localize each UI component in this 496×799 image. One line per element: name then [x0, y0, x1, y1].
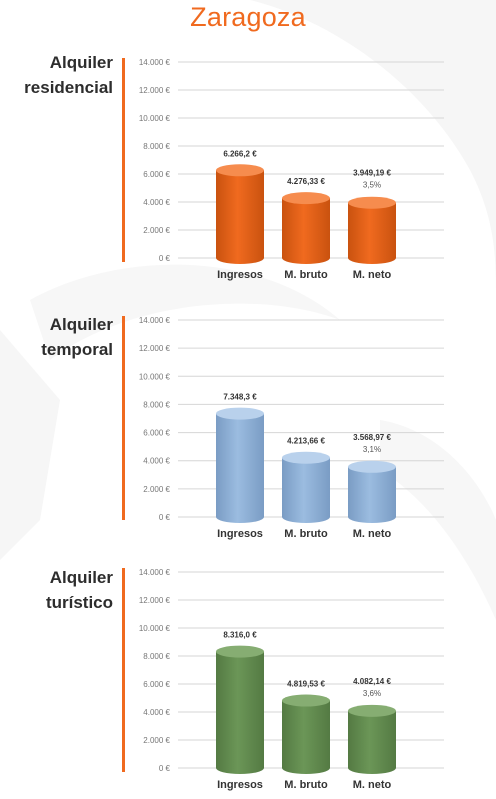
y-tick-label: 14.000 €	[139, 568, 171, 577]
x-category-label: M. bruto	[284, 528, 328, 540]
data-label: 3.949,19 €	[353, 169, 391, 178]
y-tick-label: 6.000 €	[143, 680, 170, 689]
page-title: Zaragoza	[190, 2, 306, 32]
data-label: 4.819,53 €	[287, 680, 325, 689]
percent-label: 3,6%	[363, 689, 381, 698]
bar-top	[348, 196, 396, 209]
bar-body	[348, 710, 396, 774]
bar-chart: 0 € 2.000 € 4.000 € 6.000 € 8.000 € 10.000 € 1…	[139, 58, 444, 281]
y-tick-label: 4.000 €	[143, 708, 170, 717]
y-tick-label: 2.000 €	[143, 736, 170, 745]
bar-top	[348, 460, 396, 473]
y-tick-label: 8.000 €	[143, 142, 170, 151]
chart-title-line-2: turístico	[45, 593, 113, 612]
y-tick-label: 4.000 €	[143, 198, 170, 207]
bar-body	[216, 413, 264, 523]
bar-top	[216, 164, 264, 177]
y-tick-label: 0 €	[159, 764, 171, 773]
chart-title: Alquiler residencial	[0, 50, 113, 100]
y-tick-label: 14.000 €	[139, 316, 171, 325]
bar	[348, 460, 396, 523]
x-category-label: Ingresos	[217, 269, 263, 281]
percent-label: 3,1%	[363, 445, 381, 454]
y-tick-label: 4.000 €	[143, 457, 170, 466]
chart-panel-residencial: Alquiler residencial 0 € 2.000 € 4.000 € 6.…	[0, 48, 496, 288]
y-tick-label: 0 €	[159, 513, 171, 522]
bar-top	[282, 694, 330, 707]
bar-top	[282, 192, 330, 205]
chart-title-line-2: residencial	[24, 78, 113, 97]
y-tick-label: 6.000 €	[143, 170, 170, 179]
bar-top	[216, 407, 264, 420]
bar-body	[348, 202, 396, 264]
x-category-label: M. bruto	[284, 269, 328, 281]
bar-body	[216, 170, 264, 264]
x-category-label: M. neto	[353, 779, 392, 791]
x-category-label: M. bruto	[284, 779, 328, 791]
chart-title: Alquiler temporal	[0, 312, 113, 362]
x-category-label: M. neto	[353, 269, 392, 281]
x-category-label: M. neto	[353, 528, 392, 540]
y-tick-label: 2.000 €	[143, 485, 170, 494]
bar-body	[282, 700, 330, 774]
y-tick-label: 12.000 €	[139, 86, 171, 95]
data-label: 3.568,97 €	[353, 433, 391, 442]
bar-chart: 0 € 2.000 € 4.000 € 6.000 € 8.000 € 10.000 € 1…	[139, 316, 444, 540]
chart-panel-turistico: Alquiler turístico 0 € 2.000 € 4.000 € 6.00…	[0, 558, 496, 799]
bar	[348, 196, 396, 264]
data-label: 4.276,33 €	[287, 177, 325, 186]
bar	[216, 645, 264, 774]
bar-body	[348, 466, 396, 523]
bar-body	[282, 457, 330, 523]
y-tick-label: 8.000 €	[143, 400, 170, 409]
accent-line	[122, 568, 125, 772]
x-category-label: Ingresos	[217, 779, 263, 791]
data-label: 8.316,0 €	[223, 631, 257, 640]
chart-title-line-2: temporal	[41, 340, 113, 359]
bar-body	[282, 198, 330, 264]
y-tick-label: 10.000 €	[139, 372, 171, 381]
bar	[216, 164, 264, 264]
y-tick-label: 12.000 €	[139, 344, 171, 353]
bar-top	[282, 451, 330, 464]
x-category-label: Ingresos	[217, 528, 263, 540]
accent-line	[122, 58, 125, 262]
y-tick-label: 2.000 €	[143, 226, 170, 235]
bar	[282, 694, 330, 774]
y-tick-label: 6.000 €	[143, 429, 170, 438]
y-tick-label: 10.000 €	[139, 114, 171, 123]
y-tick-label: 0 €	[159, 254, 171, 263]
y-tick-label: 12.000 €	[139, 596, 171, 605]
bar	[282, 192, 330, 264]
bar-top	[216, 645, 264, 658]
data-label: 4.213,66 €	[287, 437, 325, 446]
chart-title-line-1: Alquiler	[49, 53, 113, 72]
bar-chart: 0 € 2.000 € 4.000 € 6.000 € 8.000 € 10.000 € 1…	[139, 568, 444, 791]
y-tick-label: 10.000 €	[139, 624, 171, 633]
chart-title-line-1: Alquiler	[49, 568, 113, 587]
y-tick-label: 14.000 €	[139, 58, 171, 67]
data-label: 4.082,14 €	[353, 677, 391, 686]
bar-top	[348, 704, 396, 717]
chart-title: Alquiler turístico	[0, 565, 113, 615]
percent-label: 3,5%	[363, 181, 381, 190]
y-tick-label: 8.000 €	[143, 652, 170, 661]
chart-panel-temporal: Alquiler temporal 0 € 2.000 € 4.000 € 6.000…	[0, 306, 496, 546]
data-label: 7.348,3 €	[223, 393, 257, 402]
data-label: 6.266,2 €	[223, 149, 257, 158]
bar	[282, 451, 330, 523]
chart-title-line-1: Alquiler	[49, 315, 113, 334]
bar-body	[216, 651, 264, 774]
bar	[348, 704, 396, 774]
accent-line	[122, 316, 125, 520]
bar	[216, 407, 264, 523]
